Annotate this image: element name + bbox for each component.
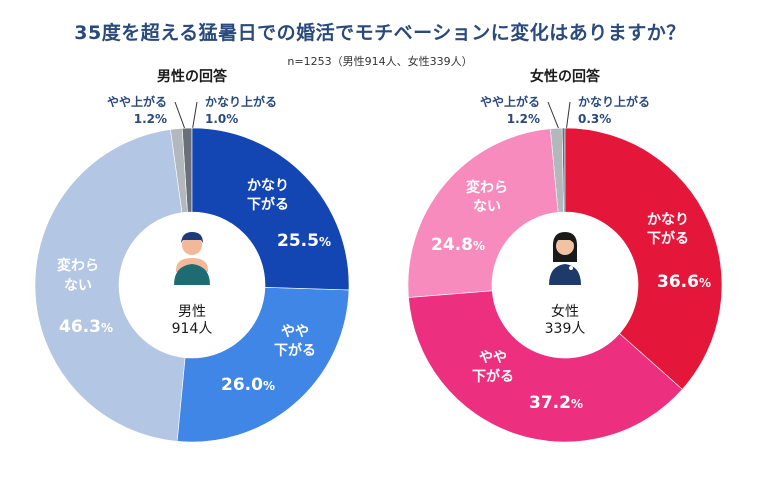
male-label-slight-down-2: 下がる bbox=[274, 342, 316, 359]
male-small-label-slight-up: やや上がる bbox=[107, 94, 167, 109]
female-small-value-slight-up: 1.2% bbox=[507, 112, 540, 126]
male-center-label-1: 男性 bbox=[178, 304, 206, 320]
female-avatar-icon bbox=[549, 232, 581, 285]
female-label-no-change-1: 変わら bbox=[466, 179, 508, 196]
male-value-no-change: 46.3% bbox=[59, 317, 113, 337]
female-label-much-down-1: かなり bbox=[647, 212, 689, 228]
female-center-label-2: 339人 bbox=[545, 321, 586, 337]
female-small-label-much-up: かなり上がる bbox=[578, 94, 650, 109]
male-avatar-icon bbox=[174, 232, 210, 285]
female-label-slight-down-1: やや bbox=[479, 350, 507, 366]
male-small-label-much-up: かなり上がる bbox=[205, 94, 277, 109]
female-small-label-slight-up: やや上がる bbox=[480, 94, 540, 109]
female-value-no-change: 24.8% bbox=[431, 235, 485, 255]
female-label-much-down-2: 下がる bbox=[647, 230, 689, 247]
female-label-no-change-2: ない bbox=[473, 199, 501, 215]
male-label-no-change-2: ない bbox=[64, 278, 92, 294]
male-chart-title: 男性の回答 bbox=[157, 68, 228, 85]
male-value-much-down: 25.5% bbox=[277, 231, 331, 251]
female-value-slight-down: 37.2% bbox=[529, 393, 583, 413]
male-leader-line-slight-up bbox=[174, 101, 187, 133]
male-label-much-down-1: かなり bbox=[247, 178, 289, 194]
female-center-label-1: 女性 bbox=[551, 303, 579, 320]
male-small-value-slight-up: 1.2% bbox=[134, 112, 167, 126]
male-label-slight-down-1: やや bbox=[281, 324, 309, 340]
female-label-slight-down-2: 下がる bbox=[472, 368, 514, 385]
female-chart-title: 女性の回答 bbox=[530, 68, 601, 85]
male-small-value-much-up: 1.0% bbox=[205, 112, 238, 126]
male-slice-much-down bbox=[191, 127, 350, 291]
female-chart: 女性の回答 やや上がる 1.2% かなり上がる 0.3% 女性 339人 かなり… bbox=[407, 68, 723, 443]
sample-size-note: n=1253（男性914人、女性339人） bbox=[287, 55, 473, 68]
male-center-label-2: 914人 bbox=[172, 321, 213, 337]
male-label-no-change-1: 変わら bbox=[57, 257, 99, 274]
male-value-slight-down: 26.0% bbox=[221, 375, 275, 395]
female-small-value-much-up: 0.3% bbox=[578, 112, 611, 126]
male-chart: 男性の回答 やや上がる 1.2% かなり上がる 1.0% 男性 914人 かなり… bbox=[34, 68, 350, 443]
female-leader-line-slight-up bbox=[547, 101, 561, 133]
male-label-much-down-2: 下がる bbox=[247, 196, 289, 213]
female-value-much-down: 36.6% bbox=[657, 272, 711, 292]
male-leader-line-much-up bbox=[191, 101, 198, 133]
chart-main-title: 35度を超える猛暑日での婚活でモチベーションに変化はありますか？ bbox=[74, 22, 686, 44]
female-leader-line-much-up bbox=[565, 101, 571, 133]
